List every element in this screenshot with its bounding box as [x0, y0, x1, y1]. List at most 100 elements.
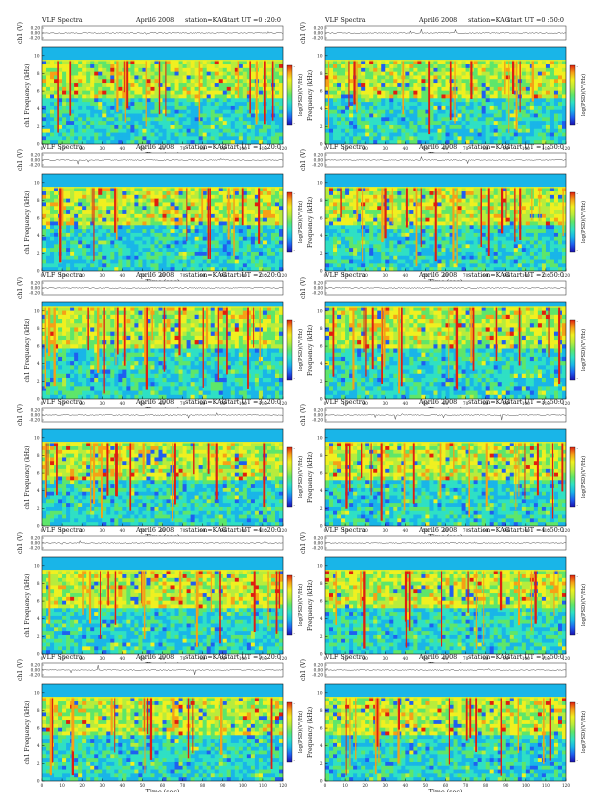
spectrogram-cell [425, 121, 430, 126]
spectrogram-cell [230, 64, 236, 69]
spectrogram-cell [461, 194, 466, 199]
spectrogram-cell [214, 102, 220, 107]
spectrogram-cell [553, 225, 559, 230]
spectrogram-cell [365, 210, 370, 215]
spectrogram-cell [98, 136, 103, 141]
spectrogram-cell [250, 90, 256, 95]
spectrogram-cell [186, 86, 191, 91]
spectrogram-cell [82, 206, 87, 211]
spectrogram-cell [226, 67, 232, 72]
spectrogram-cell [266, 229, 272, 234]
spectrogram-cell [54, 232, 59, 238]
spectrogram-cell [134, 102, 139, 107]
spectrogram-cell [158, 232, 163, 238]
spectrogram-cell [357, 83, 362, 88]
spectrogram-cell [74, 187, 79, 192]
spectrogram-cell [425, 109, 430, 114]
spectrogram-cell [50, 113, 55, 118]
spectrogram-cell [537, 136, 543, 141]
spectrogram-cell [42, 213, 47, 218]
spectrogram-cell [337, 187, 342, 192]
spectrogram-cell [477, 67, 482, 72]
trace-tick-label: -0.20 [29, 35, 40, 40]
sferic-streak [428, 60, 431, 135]
spectrogram-cell [118, 251, 123, 257]
spectrogram-cell [274, 113, 280, 118]
spectrogram-cell [214, 94, 220, 99]
spectrogram-cell [278, 98, 283, 103]
spectrogram-cell [190, 140, 195, 144]
spectrogram-cell [365, 140, 370, 144]
spectrogram-cell [369, 140, 374, 144]
spectrogram-cell [78, 67, 83, 72]
spectrogram-cell [262, 128, 268, 133]
spectrogram-cell [50, 132, 55, 137]
spectrogram-cell [234, 128, 240, 133]
spectrogram-cell [437, 117, 442, 122]
spectrogram-cell [385, 79, 390, 84]
spectrogram-cell [166, 90, 171, 95]
spectrogram-cell [46, 225, 51, 230]
spectrogram-cell [545, 128, 551, 133]
spectrogram-cell [493, 86, 499, 91]
spectrogram-cell [206, 94, 211, 99]
spectrogram-cell [74, 248, 79, 253]
spectrogram-cell [218, 206, 224, 211]
spectrogram-cell [62, 217, 67, 222]
spectrogram-cell [497, 113, 503, 118]
spectrogram-cell [58, 79, 63, 84]
spectrogram-cell [166, 102, 171, 107]
spectrogram-cell [118, 64, 123, 69]
spectrogram-cell [509, 64, 515, 69]
spectrogram-cell [473, 191, 478, 196]
sferic-streak [165, 60, 167, 117]
spectrogram-cell [86, 191, 91, 196]
spectrogram-cell [441, 140, 446, 144]
spectrogram-cell [234, 232, 240, 238]
sferic-streak [59, 187, 62, 263]
spectrogram-cell [58, 267, 63, 271]
spectrogram-cell [270, 128, 276, 133]
spectrogram-cell [46, 79, 51, 84]
spectrogram-cell [70, 128, 75, 133]
spectrogram-cell [457, 83, 462, 88]
spectrogram-cell [485, 124, 490, 130]
spectrogram-cell [345, 229, 350, 234]
spectrogram-cell [202, 259, 207, 264]
spectrogram-cell [186, 64, 191, 69]
spectrogram-cell [333, 213, 338, 218]
spectrogram-cell [190, 113, 195, 118]
sferic-streak [209, 187, 211, 259]
spectrogram-cell [98, 251, 103, 257]
spectrogram-cell [74, 105, 79, 111]
spectrogram-cell [441, 217, 446, 222]
spectrogram-cell [485, 79, 490, 84]
spectrogram-cell [449, 98, 454, 103]
spectrogram-cell [501, 98, 507, 103]
spectrogram-cell [349, 128, 354, 133]
spectrogram-cell [377, 86, 382, 91]
spectrogram-cell [150, 213, 155, 218]
spectrogram-cell [82, 94, 87, 99]
spectrogram-cell [46, 105, 51, 111]
spectrogram-cell [142, 244, 147, 249]
spectrogram-cell [429, 75, 434, 80]
spectrogram-cell [46, 86, 51, 91]
spectrogram-cell [493, 90, 499, 95]
spectrogram-cell [174, 232, 179, 238]
spectrogram-cell [106, 221, 111, 226]
spectrogram-cell [82, 255, 87, 260]
spectrogram-cell [477, 83, 482, 88]
spectrogram-cell [214, 121, 220, 126]
spectrogram-cell [561, 90, 566, 95]
spectrogram-cell [549, 105, 555, 111]
spectrogram-cell [106, 206, 111, 211]
spectrogram-cell [333, 109, 338, 114]
spectrogram-cell [126, 94, 131, 99]
spectrogram-cell [246, 109, 252, 114]
spectrogram-cell [341, 213, 346, 218]
spectrogram-cell [114, 136, 119, 141]
spectrogram-cell [561, 98, 566, 103]
spectrogram-cell [94, 255, 99, 260]
spectrogram-cell [210, 136, 216, 141]
